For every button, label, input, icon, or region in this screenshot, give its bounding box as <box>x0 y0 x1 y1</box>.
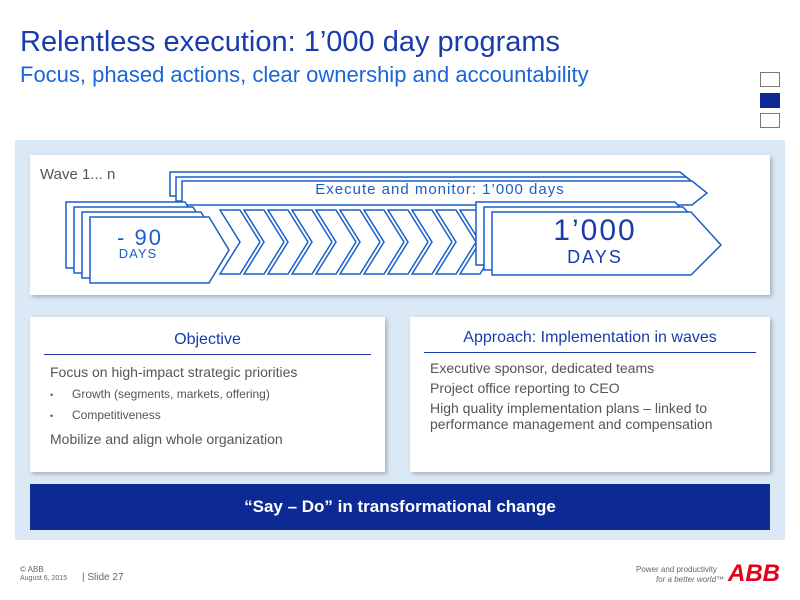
approach-box: Approach: Implementation in waves Execut… <box>410 317 770 472</box>
approach-title: Approach: Implementation in waves <box>424 317 756 353</box>
wave-diagram: Wave 1... n Execute and monitor: 1’000 d… <box>40 166 723 284</box>
approach-item: Project office reporting to CEO <box>430 380 620 396</box>
nav-square <box>760 113 780 128</box>
date: August 6, 2015 <box>20 575 68 582</box>
approach-item: High quality implementation plans – link… <box>430 400 713 432</box>
nav-square-active <box>760 93 780 108</box>
tagline: Power and productivity <box>636 565 717 574</box>
wave-box: Wave 1... n Execute and monitor: 1’000 d… <box>30 155 770 295</box>
arrows <box>65 171 723 284</box>
long-days-number: 1’000 <box>553 214 636 247</box>
execute-label: Execute and monitor: 1’000 days <box>315 181 564 198</box>
wave-label: Wave 1... n <box>40 166 115 183</box>
slide-subtitle: Focus, phased actions, clear ownership a… <box>20 62 589 87</box>
short-days-unit: DAYS <box>119 246 157 261</box>
tagline-sub: for a better world™ <box>656 575 725 584</box>
long-days-unit: DAYS <box>567 247 623 267</box>
slide-title: Relentless execution: 1’000 day programs <box>20 26 561 58</box>
approach-item: Executive sponsor, dedicated teams <box>430 360 655 376</box>
short-days-number: - 90 <box>117 225 163 250</box>
objective-bullet: Competitiveness <box>50 408 385 422</box>
objective-box: Objective Focus on high-impact strategic… <box>30 317 385 472</box>
objective-title: Objective <box>44 317 371 355</box>
copyright: © ABB <box>20 565 44 574</box>
objective-item: Mobilize and align whole organization <box>50 431 283 447</box>
banner: “Say – Do” in transformational change <box>30 484 770 530</box>
logo: ABB <box>728 560 780 587</box>
objective-item: Focus on high-impact strategic prioritie… <box>50 364 298 380</box>
slide-number: | Slide 27 <box>82 572 124 583</box>
objective-bullet: Growth (segments, markets, offering) <box>50 387 385 401</box>
nav-square <box>760 72 780 87</box>
